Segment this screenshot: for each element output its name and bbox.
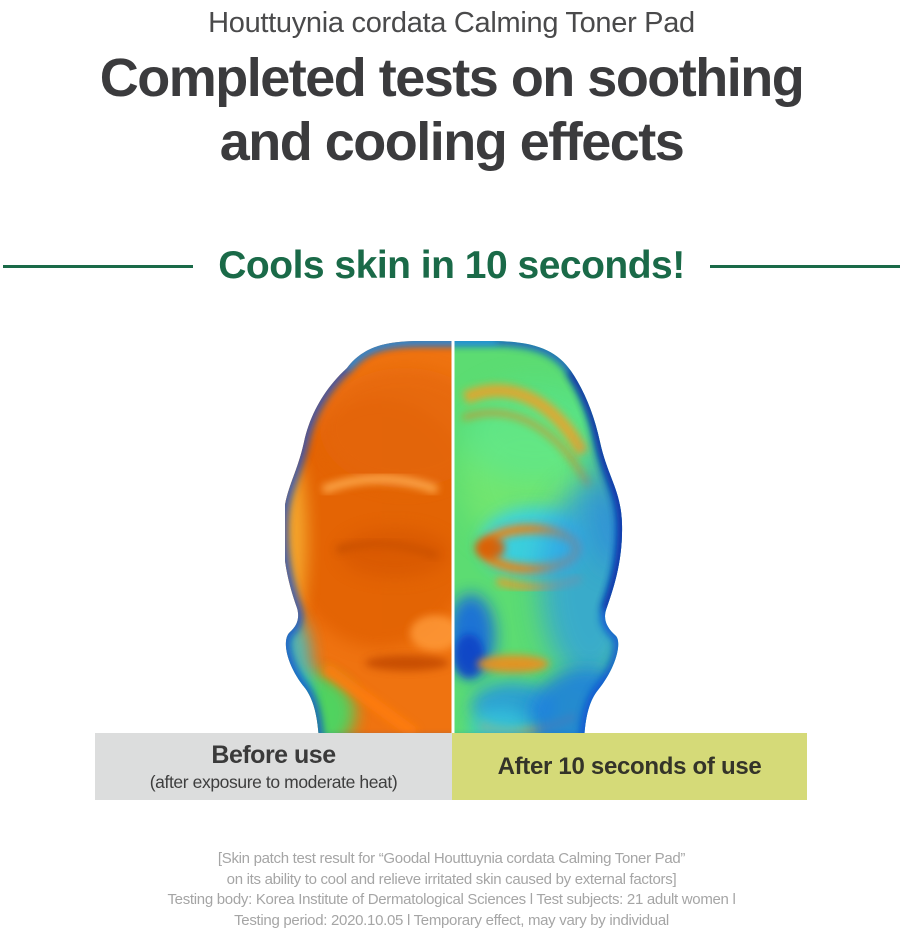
footnote-line: Testing period: 2020.10.05 l Temporary e…: [234, 911, 669, 929]
claim-banner: Cools skin in 10 seconds!: [0, 240, 903, 292]
footnote-line: [Skin patch test result for “Goodal Hout…: [217, 850, 686, 867]
page-title: Completed tests on soothing and cooling …: [0, 46, 903, 174]
thermal-face-figure: [282, 338, 632, 742]
claim-banner-text: Cools skin in 10 seconds!: [218, 244, 685, 287]
product-subtitle: Houttuynia cordata Calming Toner Pad: [208, 7, 695, 39]
page-title-line1: Completed tests on soothing: [99, 48, 805, 108]
footnote-line: Testing body: Korea Institute of Dermato…: [167, 891, 736, 908]
before-use-sublabel: (after exposure to moderate heat): [149, 772, 398, 792]
test-footnote: [Skin patch test result for “Goodal Hout…: [0, 849, 903, 931]
divider-line-left: [3, 264, 194, 268]
thermal-face-image: [282, 338, 623, 742]
comparison-labels: Before use (after exposure to moderate h…: [95, 733, 807, 800]
page-title-line2: and cooling effects: [219, 112, 685, 172]
before-use-label-box: Before use (after exposure to moderate h…: [95, 733, 452, 800]
footnote-line: on its ability to cool and relieve irrit…: [226, 870, 677, 888]
divider-line-right: [709, 264, 900, 268]
image-divider-line: [451, 338, 455, 734]
after-use-label-box: After 10 seconds of use: [452, 733, 807, 800]
before-use-label: Before use: [211, 741, 336, 769]
after-use-label: After 10 seconds of use: [497, 752, 762, 780]
